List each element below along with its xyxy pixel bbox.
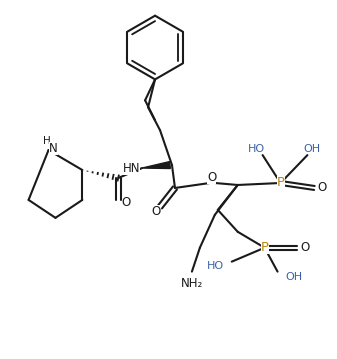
Text: HN: HN — [122, 162, 140, 174]
Text: P: P — [277, 177, 284, 190]
Text: OH: OH — [285, 272, 303, 281]
Text: O: O — [318, 181, 327, 195]
Text: O: O — [151, 205, 161, 218]
Text: HO: HO — [207, 261, 224, 271]
Text: O: O — [207, 171, 216, 183]
Text: HO: HO — [248, 144, 265, 154]
Text: N: N — [49, 142, 58, 155]
Text: OH: OH — [304, 144, 321, 154]
Text: P: P — [261, 241, 269, 254]
Text: O: O — [122, 196, 131, 209]
Text: O: O — [301, 241, 310, 254]
Text: H: H — [42, 136, 50, 146]
Polygon shape — [142, 162, 171, 168]
Text: NH₂: NH₂ — [181, 277, 203, 290]
